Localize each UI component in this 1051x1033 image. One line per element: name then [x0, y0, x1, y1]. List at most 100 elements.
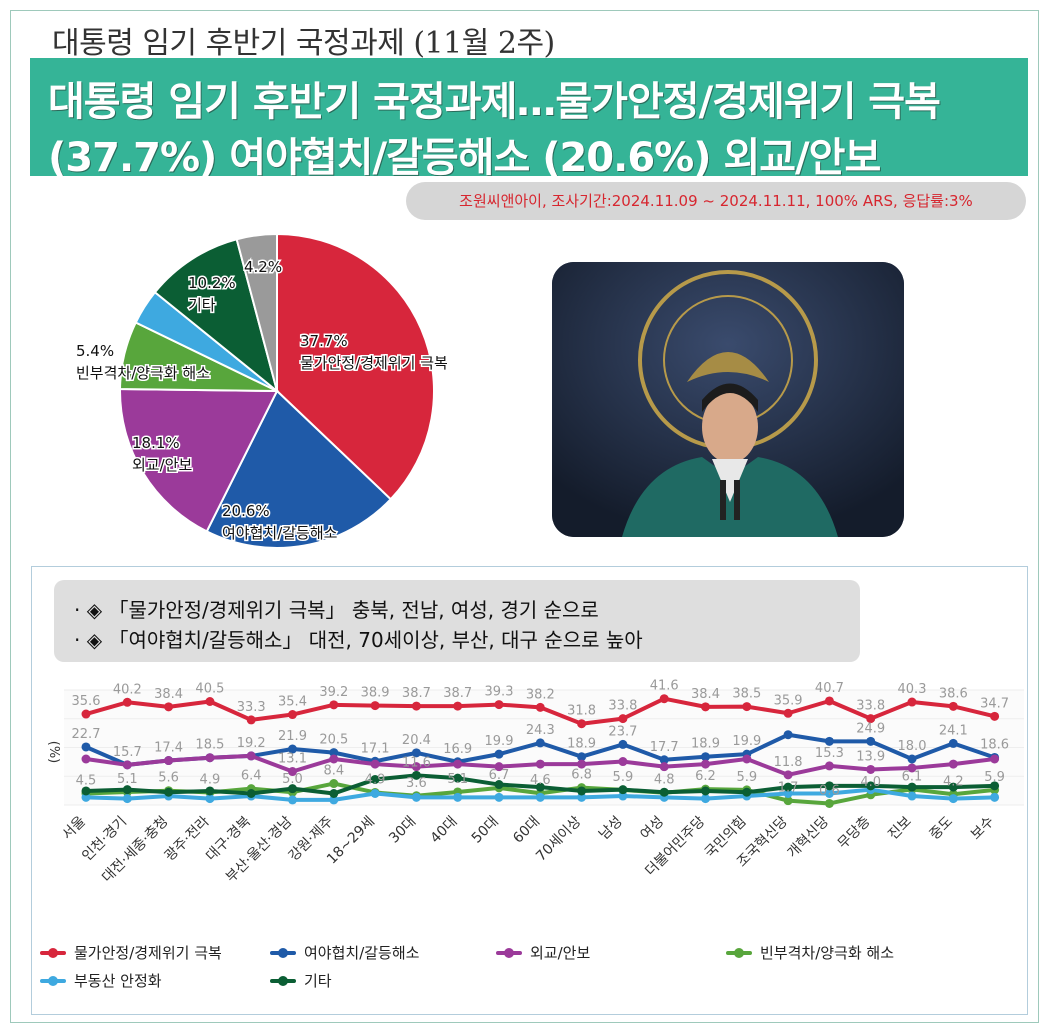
data-point: [205, 753, 215, 763]
data-label: 20.4: [402, 733, 431, 748]
president-photo: [552, 262, 904, 537]
data-point: [866, 714, 876, 724]
data-label: 0.6: [819, 783, 840, 798]
survey-source-badge: 조원씨앤아이, 조사기간:2024.11.09 ~ 2024.11.11, 10…: [406, 182, 1026, 220]
data-point: [535, 702, 545, 712]
pie-slice: [205, 389, 393, 549]
data-label: 17.7: [650, 740, 679, 755]
data-label: 15.7: [113, 745, 142, 760]
legend-swatch: [496, 947, 522, 958]
data-point: [783, 796, 793, 806]
x-tick-label: 개혁신당: [784, 813, 832, 861]
data-point: [205, 786, 215, 796]
data-point: [990, 711, 1000, 721]
x-tick-label: 광주·전라: [162, 813, 213, 864]
summary-note-1: · ◈ 「물가안정/경제위기 극복」 충북, 전남, 여성, 경기 순으로: [74, 598, 599, 622]
data-point: [577, 786, 587, 796]
x-tick-label: 중도: [927, 813, 957, 843]
data-label: 38.4: [154, 687, 183, 702]
data-label: 4.0: [860, 775, 881, 790]
legend-item: 빈부격차/양극화 해소: [726, 942, 894, 963]
data-point: [659, 787, 669, 797]
data-label: 38.7: [402, 686, 431, 701]
data-label: 40.7: [815, 681, 844, 696]
data-label: 21.9: [278, 729, 307, 744]
data-point: [370, 701, 380, 711]
pie-chart-area: 37.7% 물가안정/경제위기 극복 20.6% 여야협치/갈등해소 18.1% 외교/안…: [0, 226, 560, 566]
x-tick-label: 보수: [968, 813, 998, 843]
x-tick-label: 진보: [885, 813, 915, 843]
data-label: 18.9: [567, 737, 596, 752]
data-point: [329, 754, 339, 764]
x-tick-label: 여성: [637, 814, 667, 844]
summary-note-2: · ◈ 「여야협치/갈등해소」 대전, 70세이상, 부산, 대구 순으로 높아: [74, 628, 643, 652]
data-point: [866, 764, 876, 774]
data-point: [246, 789, 256, 798]
data-point: [370, 759, 380, 769]
legend-item: 부동산 안정화: [40, 970, 162, 991]
data-point: [783, 708, 793, 718]
data-point: [535, 738, 545, 748]
legend-item: 기타: [270, 970, 332, 991]
pie-pct-label: 5.4%: [76, 342, 114, 360]
legend-label: 여야협치/갈등해소: [304, 944, 420, 962]
pie-pct-label: 10.2%: [188, 274, 236, 292]
data-point: [659, 755, 669, 765]
data-point: [742, 787, 752, 797]
summary-note-box: · ◈ 「물가안정/경제위기 극복」 충북, 전남, 여성, 경기 순으로 · …: [54, 580, 860, 662]
data-label: 11.6: [402, 755, 431, 770]
data-label: 33.3: [237, 700, 266, 715]
data-point: [783, 782, 793, 792]
data-label: 35.6: [72, 694, 101, 709]
data-label: 4.2: [943, 774, 964, 789]
data-label: 40.2: [113, 682, 142, 697]
data-point: [866, 736, 876, 746]
x-tick-label: 무당층: [835, 813, 874, 852]
data-point: [866, 781, 876, 791]
data-label: 11.8: [774, 755, 803, 770]
legend-swatch: [726, 947, 752, 958]
data-point: [907, 754, 917, 764]
pie-pct-label: 20.6%: [222, 502, 270, 520]
y-axis-label: (%): [46, 741, 61, 764]
data-label: 24.9: [856, 721, 885, 736]
data-point: [577, 759, 587, 769]
data-point: [618, 739, 628, 749]
data-point: [370, 789, 380, 798]
legend-label: 기타: [304, 972, 332, 990]
data-point: [577, 752, 587, 762]
x-tick-label: 40대: [428, 814, 461, 847]
legend-swatch: [270, 947, 296, 958]
data-label: 16.9: [443, 742, 472, 757]
legend-label: 빈부격차/양극화 해소: [760, 944, 895, 962]
data-point: [948, 794, 958, 804]
data-label: 24.1: [939, 723, 968, 738]
data-label: 38.4: [691, 687, 720, 702]
data-point: [122, 794, 132, 804]
data-point: [701, 752, 710, 762]
x-tick-label: 50대: [469, 814, 502, 847]
data-point: [577, 792, 587, 802]
pie-slice-label: 여야협치/갈등해소: [222, 524, 338, 542]
data-point: [948, 782, 958, 792]
data-label: 17.4: [154, 741, 183, 756]
data-label: 31.8: [567, 704, 596, 719]
pie-slice: [276, 232, 435, 501]
data-point: [329, 795, 339, 805]
data-point: [783, 730, 793, 740]
data-point: [742, 754, 752, 764]
data-point: [288, 784, 297, 794]
data-label: 6.7: [489, 768, 510, 783]
legend-label: 물가안정/경제위기 극복: [74, 944, 222, 962]
data-point: [618, 757, 628, 767]
data-label: 18.5: [195, 738, 224, 753]
data-label: 38.5: [732, 687, 761, 702]
pie-pct-label: 37.7%: [300, 332, 348, 350]
data-point: [81, 754, 91, 764]
data-label: 39.3: [485, 685, 514, 700]
data-point: [288, 795, 297, 805]
data-label: 35.9: [774, 693, 803, 708]
data-point: [370, 774, 380, 784]
data-point: [411, 762, 421, 772]
data-point: [494, 700, 504, 710]
